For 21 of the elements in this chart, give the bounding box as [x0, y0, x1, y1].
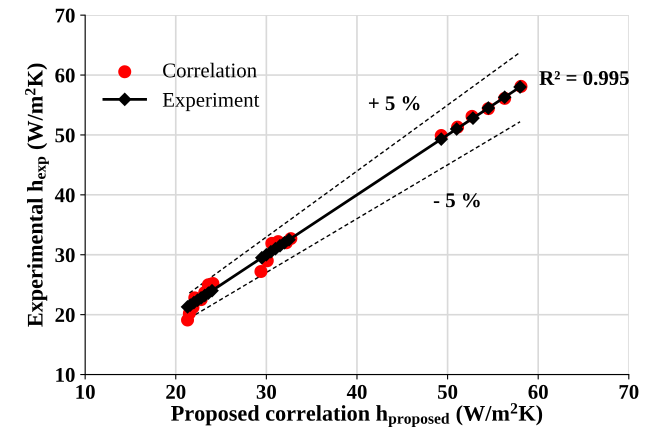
y-tick-label: 20 [55, 308, 75, 322]
y-tick-label: 30 [55, 248, 75, 262]
y-tick-label: 10 [56, 368, 75, 382]
annotation: - 5 % [434, 193, 480, 208]
x-tick-label: 60 [528, 384, 548, 399]
x-tick-label: 50 [438, 384, 458, 399]
x-tick-label: 20 [166, 384, 186, 399]
y-tick-label: 50 [55, 128, 75, 142]
x-axis-title: Proposed correlation h$_{proposed}$ (W/m$^{2}$K) [171, 403, 542, 427]
annotation: + 5 % [368, 96, 420, 110]
y-axis-title: Experimental h$_{exp}$ (W/m$^{2}$K) [25, 64, 49, 327]
x-tick-label: 70 [620, 384, 638, 399]
legend-label: Correlation [163, 62, 257, 78]
y-tick-label: 70 [56, 8, 75, 23]
annotation: R² = 0.995 [539, 71, 629, 86]
y-tick-label: 60 [55, 68, 75, 82]
x-tick-label: 10 [76, 384, 95, 399]
x-tick-label: 40 [346, 384, 367, 399]
legend-label: Experiment [162, 92, 260, 112]
x-tick-label: 30 [256, 384, 276, 399]
y-tick-label: 40 [54, 188, 75, 202]
